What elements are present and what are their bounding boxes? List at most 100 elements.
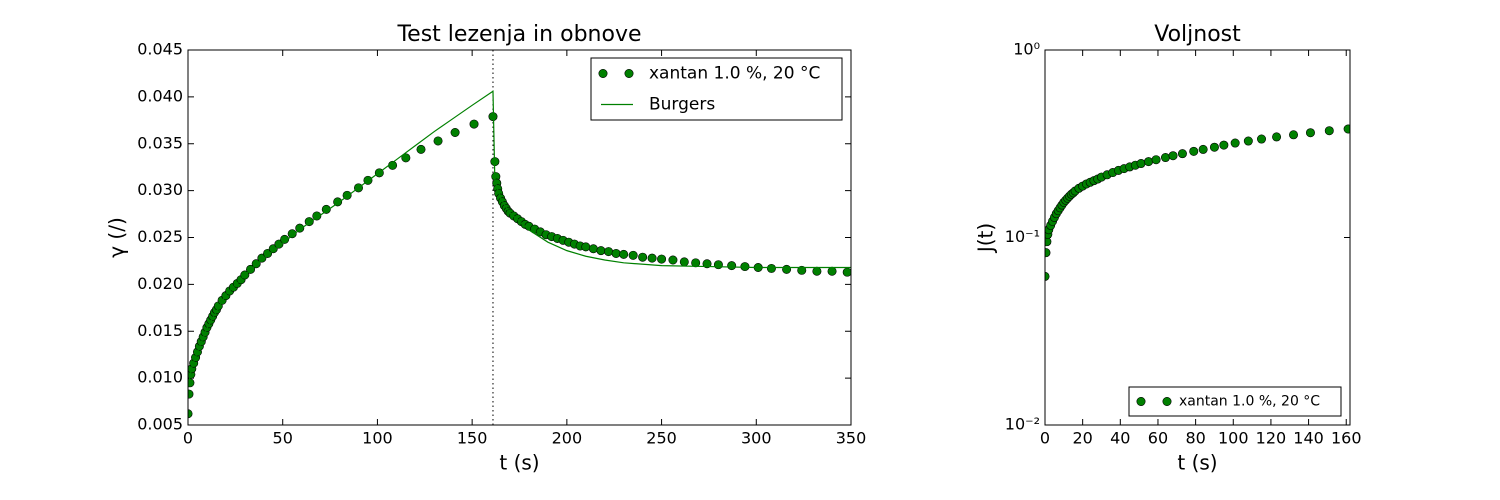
- plot-area: [188, 50, 851, 425]
- y-tick-label: 0.005: [137, 415, 183, 434]
- data-point: [842, 267, 851, 277]
- x-axis-label: t (s): [1177, 451, 1217, 475]
- data-point: [740, 262, 750, 272]
- axes-frame: [1044, 49, 1351, 426]
- x-tick-label: 0: [183, 429, 193, 448]
- data-point: [1257, 134, 1267, 144]
- y-tick-label: 0.015: [137, 321, 183, 340]
- y-axis-label: J(t): [974, 223, 998, 254]
- x-tick-label: 160: [1331, 429, 1362, 448]
- data-point: [1045, 248, 1051, 258]
- data-point: [797, 265, 807, 275]
- data-point: [416, 144, 426, 154]
- x-axis-label: t (s): [499, 451, 539, 475]
- data-point: [1230, 138, 1240, 148]
- data-point: [679, 257, 689, 267]
- data-point: [280, 234, 290, 244]
- data-point: [1189, 146, 1199, 156]
- chart-title: Voljnost: [1154, 22, 1241, 47]
- data-point: [619, 249, 629, 259]
- data-point: [1209, 142, 1219, 152]
- x-tick-label: 40: [1110, 429, 1130, 448]
- data-point: [1343, 124, 1350, 134]
- data-point: [657, 254, 667, 264]
- legend-marker: [598, 69, 608, 79]
- data-point: [628, 250, 638, 260]
- y-tick-label: 0.045: [137, 40, 183, 59]
- data-point: [1151, 155, 1161, 165]
- x-tick-label: 20: [1072, 429, 1092, 448]
- legend-label: xantan 1.0 %, 20 °C: [1179, 394, 1320, 410]
- y-tick-label: 0.020: [137, 274, 183, 293]
- x-tick-label: 0: [1040, 429, 1050, 448]
- data-point: [188, 389, 194, 399]
- y-tick-label: 0.030: [137, 180, 183, 199]
- x-tick-label: 200: [552, 429, 583, 448]
- data-point: [295, 223, 305, 233]
- data-point: [647, 253, 657, 263]
- legend-marker: [1162, 396, 1172, 406]
- data-point: [287, 229, 297, 239]
- data-point: [251, 259, 261, 269]
- x-tick-label: 140: [1293, 429, 1324, 448]
- data-point: [1136, 159, 1146, 169]
- y-axis-label: γ (/): [105, 217, 129, 258]
- data-point: [827, 266, 837, 276]
- legend-label: xantan 1.0 %, 20 °C: [649, 64, 820, 84]
- data-point: [596, 246, 606, 256]
- chart-title: Test lezenja in obnove: [396, 22, 641, 47]
- y-tick-label: 10⁻¹: [1005, 227, 1040, 246]
- x-tick-label: 250: [646, 429, 677, 448]
- data-point: [638, 252, 648, 262]
- data-point: [1272, 132, 1282, 142]
- x-tick-label: 100: [1218, 429, 1249, 448]
- y-tick-label: 0.035: [137, 133, 183, 152]
- x-tick-label: 350: [836, 429, 867, 448]
- legend-marker: [1136, 396, 1146, 406]
- data-point: [604, 247, 614, 257]
- data-point: [401, 153, 411, 163]
- data-point: [668, 255, 678, 265]
- axes-background: [1045, 50, 1350, 425]
- data-point: [581, 242, 591, 252]
- data-point: [1219, 140, 1229, 150]
- data-point: [588, 244, 598, 254]
- data-point: [1198, 144, 1208, 154]
- x-tick-label: 80: [1185, 429, 1205, 448]
- y-tick-label: 0.010: [137, 368, 183, 387]
- y-tick-label: 10⁻²: [1005, 415, 1040, 434]
- x-tick-label: 60: [1148, 429, 1168, 448]
- data-point: [1324, 126, 1334, 136]
- data-point: [450, 128, 460, 138]
- data-point: [766, 263, 776, 273]
- x-tick-label: 150: [457, 429, 488, 448]
- data-point: [713, 260, 723, 270]
- data-point: [812, 266, 822, 276]
- y-tick-label: 10⁰: [1013, 40, 1040, 59]
- legend-box: [590, 57, 843, 121]
- x-tick-label: 300: [741, 429, 772, 448]
- x-tick-label: 120: [1256, 429, 1287, 448]
- data-point: [782, 264, 792, 274]
- y-tick-label: 0.025: [137, 227, 183, 246]
- data-point: [321, 204, 331, 214]
- plot-area: [1045, 124, 1350, 281]
- data-point: [1144, 157, 1154, 167]
- data-point: [702, 259, 712, 269]
- data-point: [1168, 151, 1178, 161]
- data-point: [1045, 237, 1052, 247]
- model-line: [188, 90, 851, 388]
- data-point: [1160, 153, 1170, 163]
- data-point: [433, 136, 443, 146]
- data-point: [469, 119, 479, 129]
- data-point: [1289, 130, 1299, 140]
- data-point: [1305, 128, 1315, 138]
- legend-label: Burgers: [649, 95, 715, 115]
- data-point: [1243, 136, 1253, 146]
- legend-marker: [624, 69, 634, 79]
- data-point: [727, 261, 737, 271]
- data-point: [312, 211, 322, 221]
- x-tick-label: 50: [273, 429, 293, 448]
- x-tick-label: 100: [362, 429, 393, 448]
- data-point: [1177, 149, 1187, 159]
